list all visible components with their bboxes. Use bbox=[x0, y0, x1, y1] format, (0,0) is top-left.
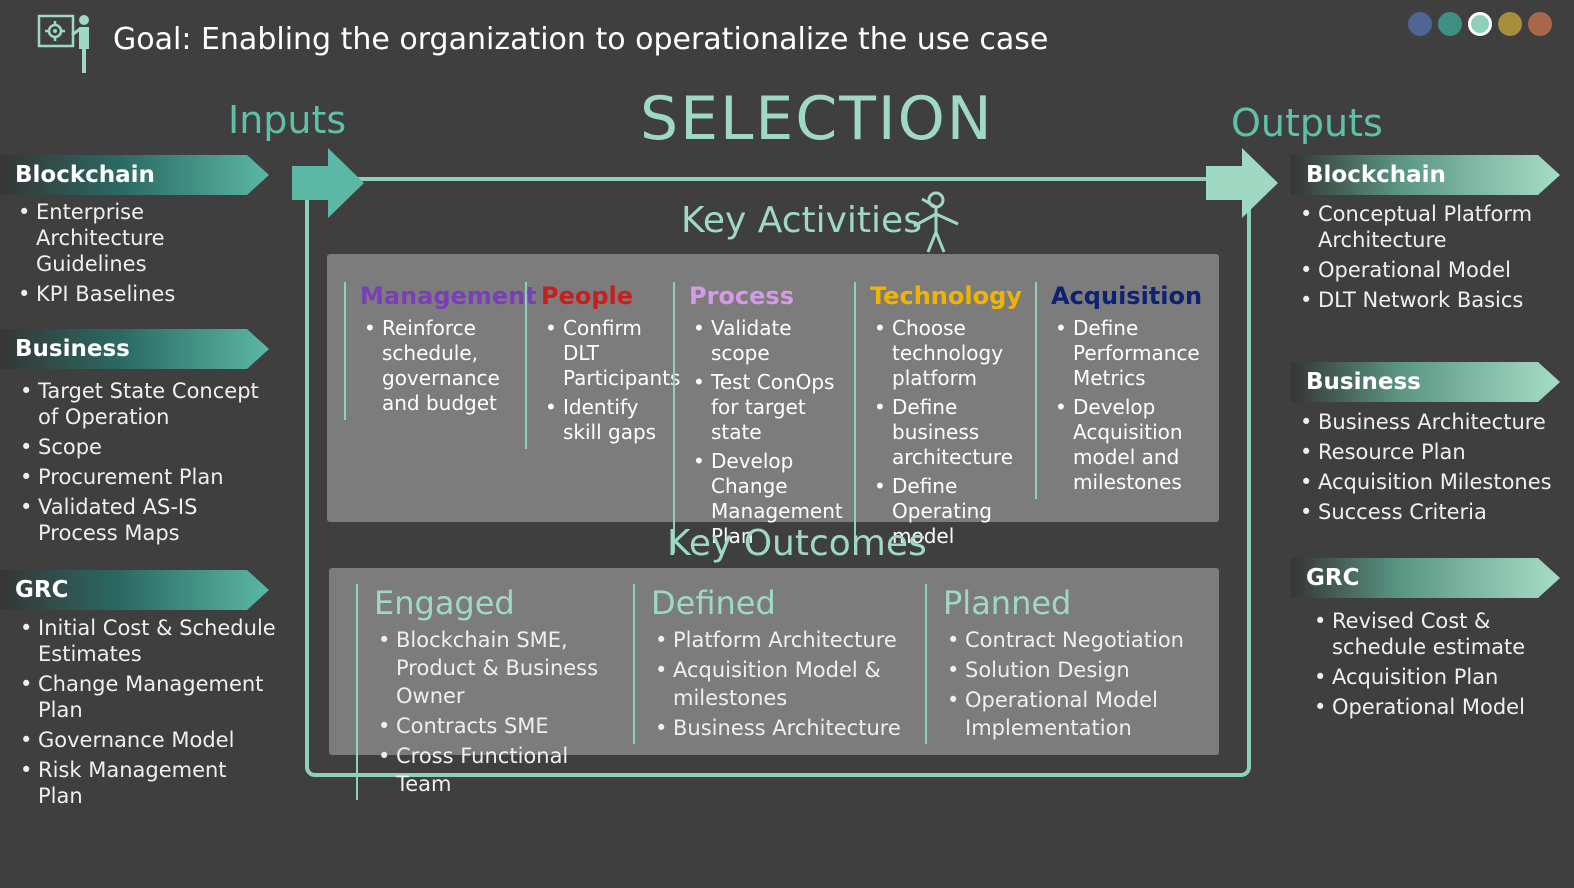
list-item: Blockchain SME, Product & Business Owner bbox=[374, 626, 626, 710]
nav-dot-4[interactable] bbox=[1498, 12, 1522, 36]
output-banner-blockchain: Blockchain bbox=[1291, 155, 1560, 195]
key-activities-icon bbox=[906, 190, 964, 256]
input-banner-business: Business bbox=[0, 329, 269, 369]
list-item: Procurement Plan bbox=[16, 464, 266, 490]
outcome-heading: Engaged bbox=[374, 584, 515, 622]
list-item: Conceptual Platform Architecture bbox=[1296, 201, 1561, 253]
activity-management: Management Reinforce schedule, governanc… bbox=[344, 282, 537, 420]
list-item: Scope bbox=[16, 434, 266, 460]
list-item: Success Criteria bbox=[1296, 499, 1561, 525]
list-item: Identify skill gaps bbox=[541, 395, 665, 445]
nav-dot-3[interactable] bbox=[1468, 12, 1492, 36]
key-outcomes-panel: Engaged Blockchain SME, Product & Busine… bbox=[329, 568, 1219, 800]
key-activities-panel: Management Reinforce schedule, governanc… bbox=[327, 254, 1219, 553]
activity-heading: Management bbox=[360, 282, 537, 310]
activity-heading: Acquisition bbox=[1051, 282, 1203, 310]
activity-process: Process Validate scopeTest ConOps for ta… bbox=[673, 282, 849, 553]
outcome-heading: Defined bbox=[651, 584, 776, 622]
list-item: Target State Concept of Operation bbox=[16, 378, 266, 430]
list-item: Validated AS-IS Process Maps bbox=[16, 494, 266, 546]
outcome-engaged: Engaged Blockchain SME, Product & Busine… bbox=[356, 584, 626, 800]
output-arrow bbox=[1206, 148, 1278, 218]
input-banner-grc: GRC bbox=[0, 570, 269, 610]
list-item: Resource Plan bbox=[1296, 439, 1561, 465]
list-item: Test ConOps for target state bbox=[689, 370, 849, 445]
list-item: Enterprise Architecture Guidelines bbox=[14, 199, 244, 277]
outcome-heading: Planned bbox=[943, 584, 1072, 622]
key-activities-heading: Key Activities bbox=[681, 200, 922, 241]
list-item: DLT Network Basics bbox=[1296, 287, 1561, 313]
selection-heading: SELECTION bbox=[640, 84, 994, 154]
list-item: Acquisition Milestones bbox=[1296, 469, 1561, 495]
list-item: Confirm DLT Participants bbox=[541, 316, 680, 391]
list-item: Validate scope bbox=[689, 316, 849, 366]
page-title: Goal: Enabling the organization to opera… bbox=[113, 22, 1049, 57]
output-banner-grc: GRC bbox=[1291, 558, 1560, 598]
input-banner-blockchain: Blockchain bbox=[0, 155, 269, 195]
list-item: Revised Cost & schedule estimate bbox=[1310, 608, 1561, 660]
list-item: Define Performance Metrics bbox=[1051, 316, 1211, 391]
outcome-list: Contract NegotiationSolution DesignOpera… bbox=[943, 626, 1195, 742]
list-item: Business Architecture bbox=[1296, 409, 1561, 435]
list-item: Choose technology platform bbox=[870, 316, 1034, 391]
list-item: Develop Acquisition model and milestones bbox=[1051, 395, 1211, 495]
nav-dot-5[interactable] bbox=[1528, 12, 1552, 36]
list-item: Risk Management Plan bbox=[16, 757, 276, 809]
input-list-blockchain: Enterprise Architecture Guidelines KPI Ba… bbox=[14, 199, 244, 311]
list-item: Define Operating model bbox=[870, 474, 1034, 549]
list-item: Operational Model bbox=[1296, 257, 1561, 283]
output-banner-business: Business bbox=[1291, 362, 1560, 402]
nav-dot-1[interactable] bbox=[1408, 12, 1432, 36]
list-item: Define business architecture bbox=[870, 395, 1034, 470]
activity-people: People Confirm DLT ParticipantsIdentify … bbox=[525, 282, 680, 449]
list-item: Governance Model bbox=[16, 727, 276, 753]
list-item: Contract Negotiation bbox=[943, 626, 1195, 654]
input-arrow bbox=[292, 148, 364, 218]
list-item: Reinforce schedule, governance and budge… bbox=[360, 316, 520, 416]
list-item: Change Management Plan bbox=[16, 671, 276, 723]
activity-heading: Process bbox=[689, 282, 794, 310]
list-item: Platform Architecture bbox=[651, 626, 903, 654]
output-list-business: Business Architecture Resource Plan Acquis… bbox=[1296, 409, 1561, 529]
list-item: Cross Functional Team bbox=[374, 742, 626, 798]
key-outcomes-heading: Key Outcomes bbox=[667, 523, 927, 564]
presenter-icon bbox=[36, 12, 98, 76]
outcome-list: Blockchain SME, Product & Business Owner… bbox=[374, 626, 626, 798]
input-list-business: Target State Concept of Operation Scope Pr… bbox=[16, 378, 266, 550]
outcome-list: Platform ArchitectureAcquisition Model &… bbox=[651, 626, 903, 742]
activity-list: Define Performance MetricsDevelop Acquis… bbox=[1051, 316, 1211, 495]
input-list-grc: Initial Cost & Schedule EstimatesChange … bbox=[16, 615, 276, 813]
list-item: Acquisition Plan bbox=[1310, 664, 1561, 690]
slide-nav-dots[interactable] bbox=[1408, 12, 1552, 36]
activity-acquisition: Acquisition Define Performance MetricsDe… bbox=[1035, 282, 1211, 499]
list-item: Solution Design bbox=[943, 656, 1195, 684]
activity-heading: Technology bbox=[870, 282, 1022, 310]
list-item: Develop Change Management Plan bbox=[689, 449, 849, 549]
list-item: Operational Model Implementation bbox=[943, 686, 1195, 742]
list-item: Contracts SME bbox=[374, 712, 626, 740]
list-item: Acquisition Model & milestones bbox=[651, 656, 903, 712]
nav-dot-2[interactable] bbox=[1438, 12, 1462, 36]
inputs-heading: Inputs bbox=[228, 98, 347, 142]
activity-list: Reinforce schedule, governance and budge… bbox=[360, 316, 520, 416]
activity-list: Validate scopeTest ConOps for target sta… bbox=[689, 316, 849, 549]
activity-technology: Technology Choose technology platformDef… bbox=[854, 282, 1034, 553]
outcome-defined: Defined Platform ArchitectureAcquisition… bbox=[633, 584, 903, 744]
activity-list: Confirm DLT ParticipantsIdentify skill g… bbox=[541, 316, 680, 445]
list-item: Business Architecture bbox=[651, 714, 903, 742]
outcome-planned: Planned Contract NegotiationSolution Des… bbox=[925, 584, 1195, 744]
list-item: KPI Baselines bbox=[14, 281, 244, 307]
output-list-grc: Revised Cost & schedule estimate Acquisit… bbox=[1296, 608, 1561, 724]
activity-heading: People bbox=[541, 282, 634, 310]
activity-list: Choose technology platformDefine busines… bbox=[870, 316, 1034, 549]
selection-frame bbox=[305, 177, 1251, 777]
output-list-blockchain: Conceptual Platform Architecture Operatio… bbox=[1296, 201, 1561, 317]
list-item: Operational Model bbox=[1310, 694, 1561, 720]
list-item: Initial Cost & Schedule Estimates bbox=[16, 615, 276, 667]
outputs-heading: Outputs bbox=[1231, 101, 1383, 145]
